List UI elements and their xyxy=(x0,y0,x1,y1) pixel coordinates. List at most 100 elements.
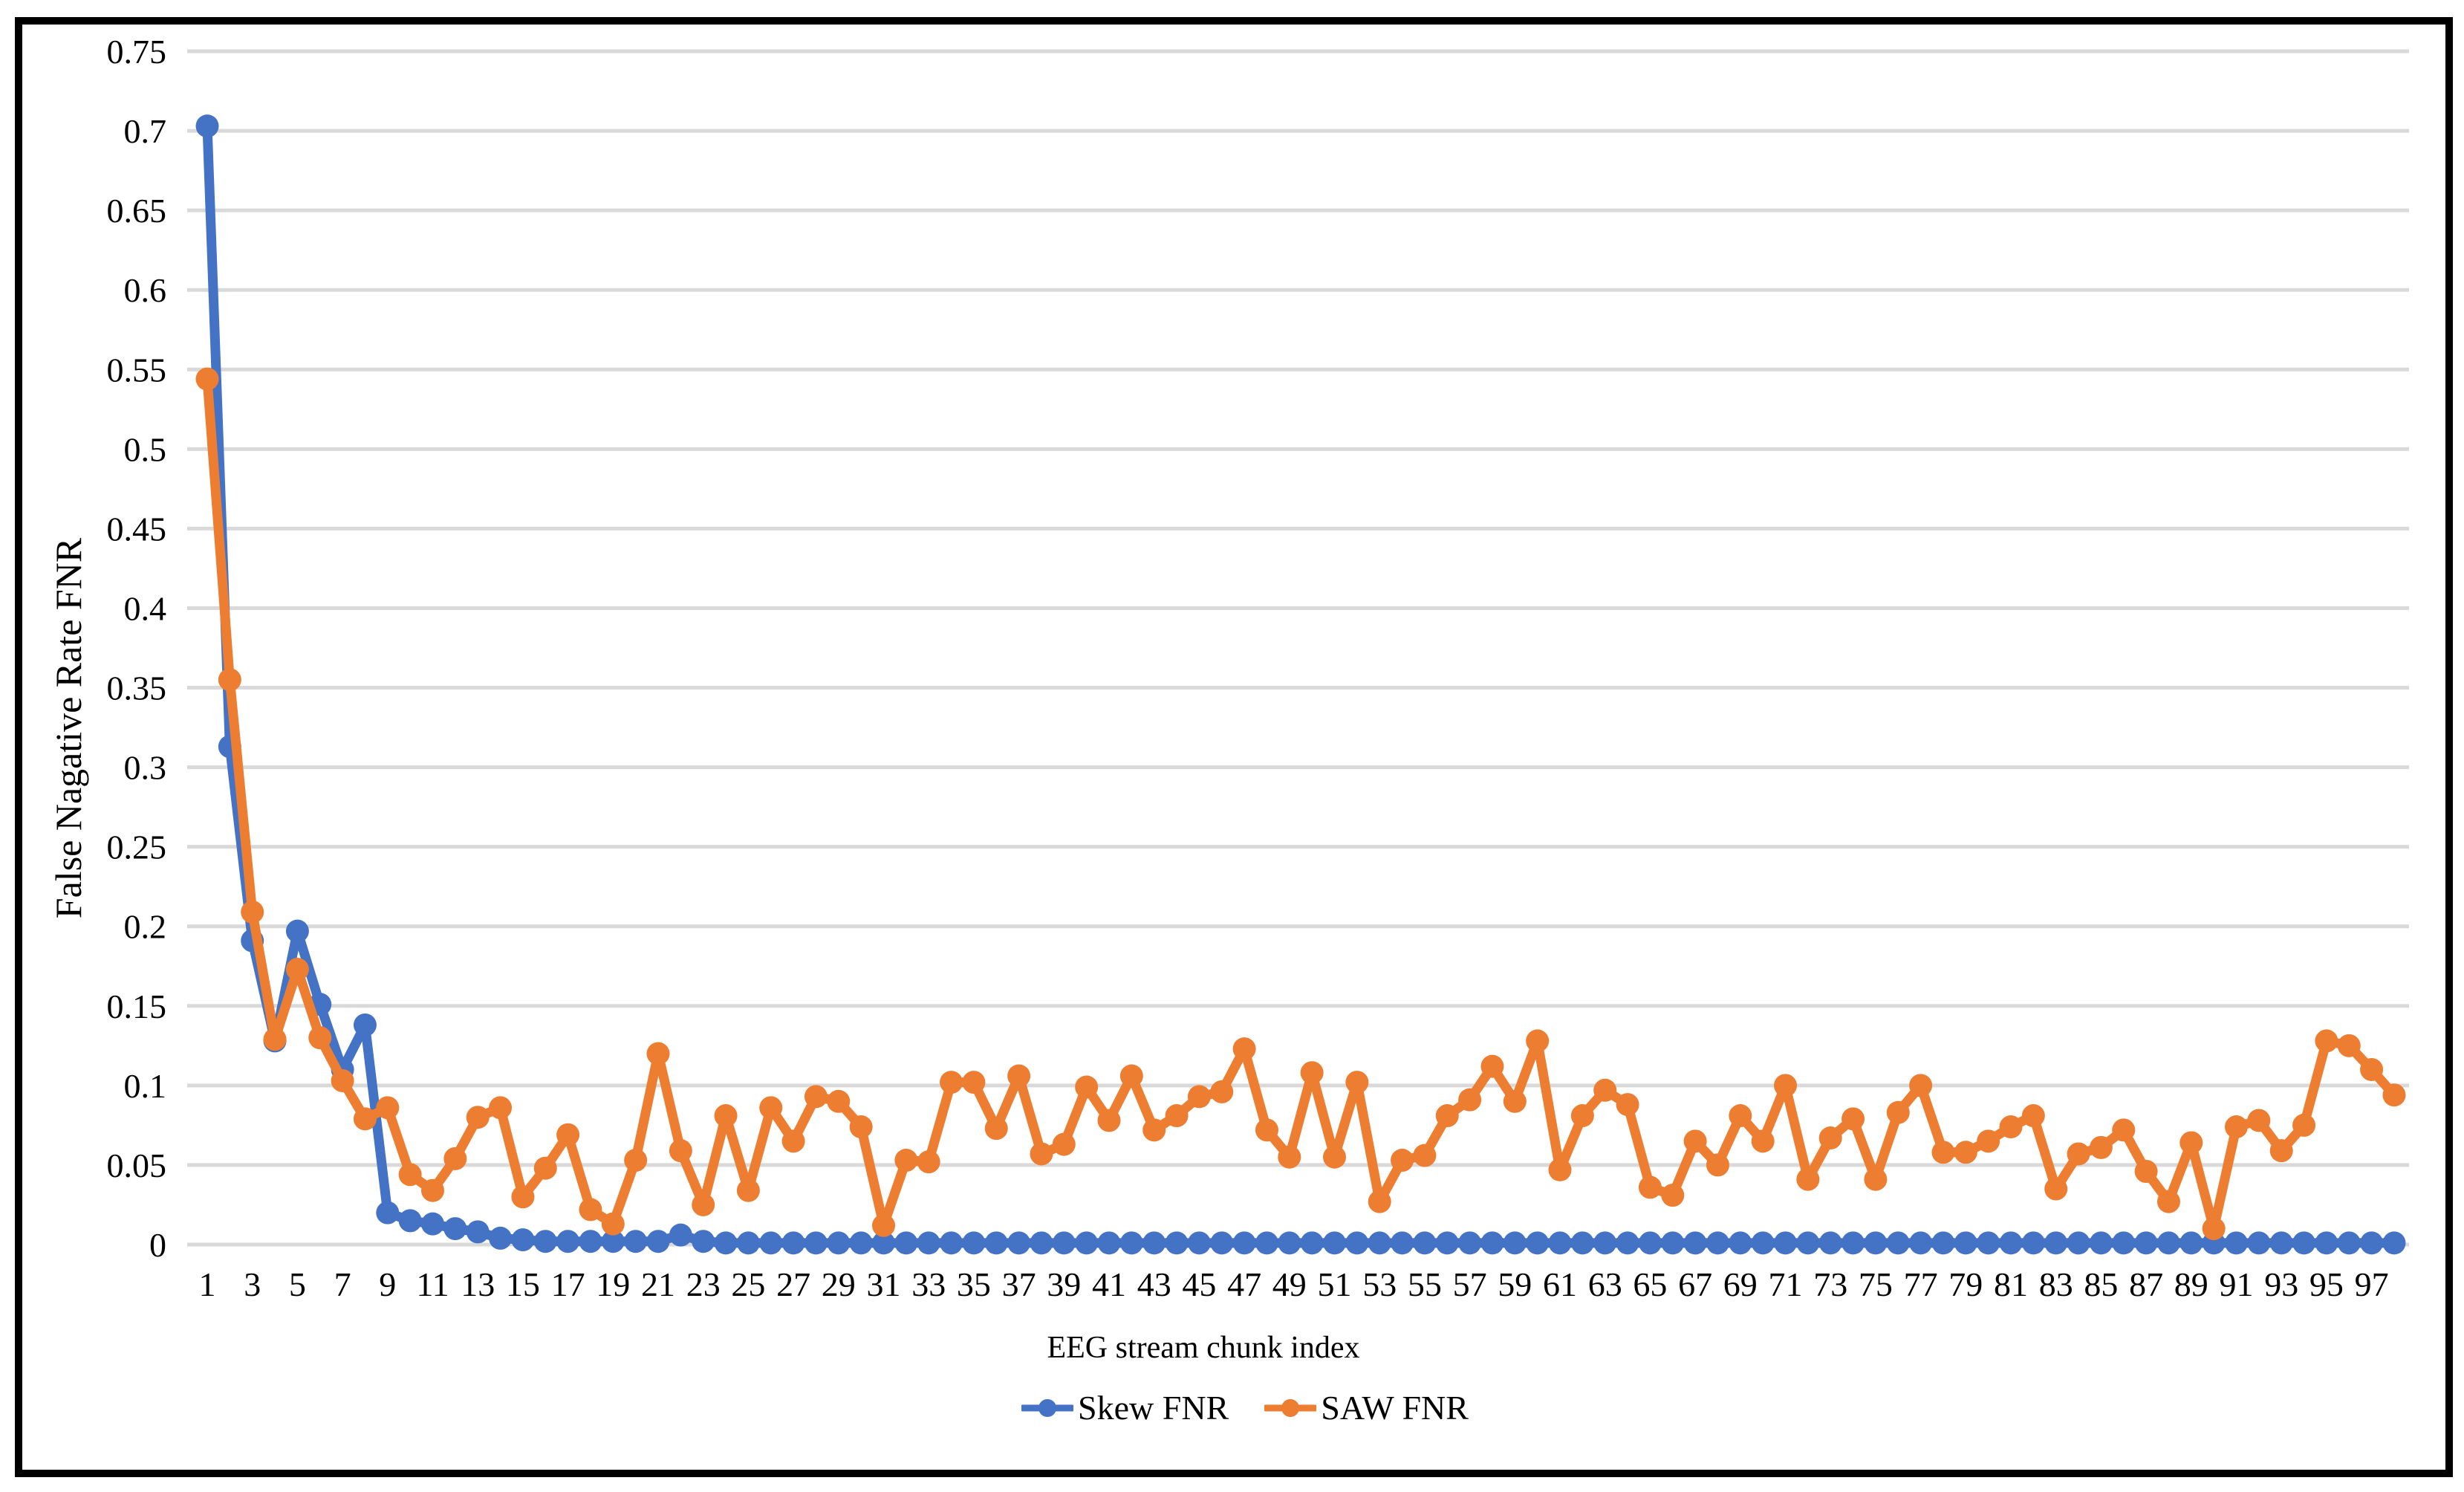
series-skew-fnr-marker xyxy=(2337,1231,2361,1255)
x-tick-label: 97 xyxy=(2355,1265,2389,1303)
legend: Skew FNR SAW FNR xyxy=(1021,1388,1469,1427)
series-skew-fnr-marker xyxy=(1052,1231,1076,1255)
series-skew-fnr-marker xyxy=(917,1231,940,1255)
series-saw-fnr-marker xyxy=(1232,1037,1256,1061)
series-skew-fnr-marker xyxy=(1075,1231,1099,1255)
x-tick-label: 93 xyxy=(2264,1265,2298,1303)
x-tick-label: 57 xyxy=(1453,1265,1487,1303)
x-tick-label: 85 xyxy=(2084,1265,2118,1303)
x-tick-label: 49 xyxy=(1272,1265,1307,1303)
series-skew-fnr-marker xyxy=(1165,1231,1189,1255)
series-skew-fnr-marker xyxy=(1210,1231,1234,1255)
series-saw-fnr-marker xyxy=(241,900,264,924)
series-saw-fnr-marker xyxy=(1706,1153,1729,1177)
x-tick-label: 47 xyxy=(1227,1265,1261,1303)
series-saw-fnr-marker xyxy=(2112,1118,2136,1142)
series-saw-fnr-marker xyxy=(646,1042,670,1066)
series-skew-fnr-marker xyxy=(1368,1231,1391,1255)
series-saw-fnr-marker xyxy=(962,1071,986,1094)
series-skew-fnr-marker xyxy=(804,1231,828,1255)
series-saw-fnr-marker xyxy=(624,1149,648,1172)
series-saw-fnr-marker xyxy=(1570,1104,1594,1128)
series-skew-fnr-marker xyxy=(579,1230,602,1253)
x-tick-label: 15 xyxy=(506,1265,540,1303)
series-skew-fnr-marker xyxy=(1661,1231,1685,1255)
series-skew-fnr-marker xyxy=(894,1231,918,1255)
series-saw-fnr-marker xyxy=(1323,1145,1346,1169)
x-tick-label: 83 xyxy=(2039,1265,2073,1303)
series-saw-fnr-marker xyxy=(398,1163,422,1187)
series-saw-fnr-marker xyxy=(1187,1085,1211,1109)
series-saw-fnr-marker xyxy=(308,1026,332,1050)
x-tick-label: 37 xyxy=(1002,1265,1036,1303)
series-saw-fnr-marker xyxy=(804,1085,828,1109)
series-saw-fnr-marker xyxy=(1526,1029,1550,1053)
y-tick-label: 0.55 xyxy=(107,351,167,389)
series-saw-fnr-marker xyxy=(556,1123,580,1146)
x-tick-label: 91 xyxy=(2220,1265,2254,1303)
series-saw-fnr-marker xyxy=(1842,1107,1865,1131)
series-saw-fnr-marker xyxy=(421,1178,444,1202)
figure-border xyxy=(15,17,2453,1477)
series-saw-fnr-marker xyxy=(1977,1129,2000,1153)
series-saw-fnr-marker xyxy=(2292,1113,2316,1137)
series-skew-fnr-marker xyxy=(2269,1231,2293,1255)
series-skew-fnr-marker xyxy=(872,1231,895,1255)
series-skew-fnr-marker xyxy=(1751,1231,1775,1255)
x-tick-label: 7 xyxy=(334,1265,351,1303)
series-skew-fnr-marker xyxy=(376,1201,400,1225)
series-skew-fnr-marker xyxy=(849,1231,873,1255)
x-tick-label: 73 xyxy=(1813,1265,1847,1303)
series-skew-fnr-marker xyxy=(714,1231,738,1255)
y-tick-label: 0.65 xyxy=(107,192,167,230)
series-saw-fnr-marker xyxy=(489,1096,513,1120)
x-tick-label: 59 xyxy=(1498,1265,1532,1303)
saw-fnr-legend-marker-icon xyxy=(1264,1398,1317,1417)
series-saw-fnr-marker xyxy=(1300,1061,1324,1085)
x-tick-label: 17 xyxy=(551,1265,585,1303)
series-skew-fnr-marker xyxy=(1638,1231,1662,1255)
legend-item-saw-fnr: SAW FNR xyxy=(1264,1388,1469,1427)
series-skew-fnr-marker xyxy=(1526,1231,1550,1255)
series-skew-fnr-marker xyxy=(1278,1231,1301,1255)
series-saw-fnr-marker xyxy=(781,1129,805,1153)
series-saw-fnr-marker xyxy=(1729,1104,1752,1128)
x-tick-label: 39 xyxy=(1047,1265,1081,1303)
series-saw-fnr-marker xyxy=(1503,1089,1527,1113)
series-skew-fnr-marker xyxy=(692,1230,715,1253)
x-tick-label: 77 xyxy=(1904,1265,1938,1303)
x-tick-label: 53 xyxy=(1362,1265,1397,1303)
series-skew-fnr-marker xyxy=(1007,1231,1031,1255)
series-saw-fnr-marker xyxy=(827,1089,851,1113)
series-saw-fnr-marker xyxy=(2179,1131,2203,1155)
series-saw-fnr-marker xyxy=(2067,1142,2090,1166)
series-skew-fnr-marker xyxy=(1570,1231,1594,1255)
x-tick-label: 13 xyxy=(461,1265,495,1303)
x-tick-label: 33 xyxy=(911,1265,946,1303)
series-skew-fnr-marker xyxy=(736,1231,760,1255)
series-skew-fnr-marker xyxy=(1323,1231,1346,1255)
x-tick-label: 21 xyxy=(641,1265,675,1303)
series-saw-fnr-marker xyxy=(601,1212,625,1236)
series-saw-fnr-marker xyxy=(1007,1064,1031,1088)
series-saw-fnr-marker xyxy=(2360,1057,2384,1081)
series-skew-fnr-marker xyxy=(466,1220,490,1244)
y-tick-label: 0 xyxy=(149,1226,166,1264)
series-saw-fnr-marker xyxy=(2134,1159,2158,1183)
x-tick-label: 29 xyxy=(822,1265,856,1303)
y-tick-label: 0.15 xyxy=(107,987,167,1025)
series-saw-fnr-marker xyxy=(1391,1149,1414,1172)
x-tick-label: 41 xyxy=(1092,1265,1126,1303)
series-saw-fnr-marker xyxy=(1683,1129,1707,1153)
series-saw-fnr-marker xyxy=(1165,1104,1189,1128)
series-saw-fnr-marker xyxy=(984,1117,1008,1141)
legend-label-skew-fnr: Skew FNR xyxy=(1078,1389,1229,1427)
series-saw-fnr-marker xyxy=(1931,1141,1955,1164)
series-skew-fnr-marker xyxy=(827,1231,851,1255)
x-tick-label: 69 xyxy=(1723,1265,1758,1303)
x-tick-label: 5 xyxy=(289,1265,306,1303)
series-skew-fnr-marker xyxy=(759,1231,783,1255)
x-tick-label: 89 xyxy=(2174,1265,2208,1303)
series-saw-fnr-marker xyxy=(940,1071,963,1094)
x-tick-label: 51 xyxy=(1318,1265,1352,1303)
